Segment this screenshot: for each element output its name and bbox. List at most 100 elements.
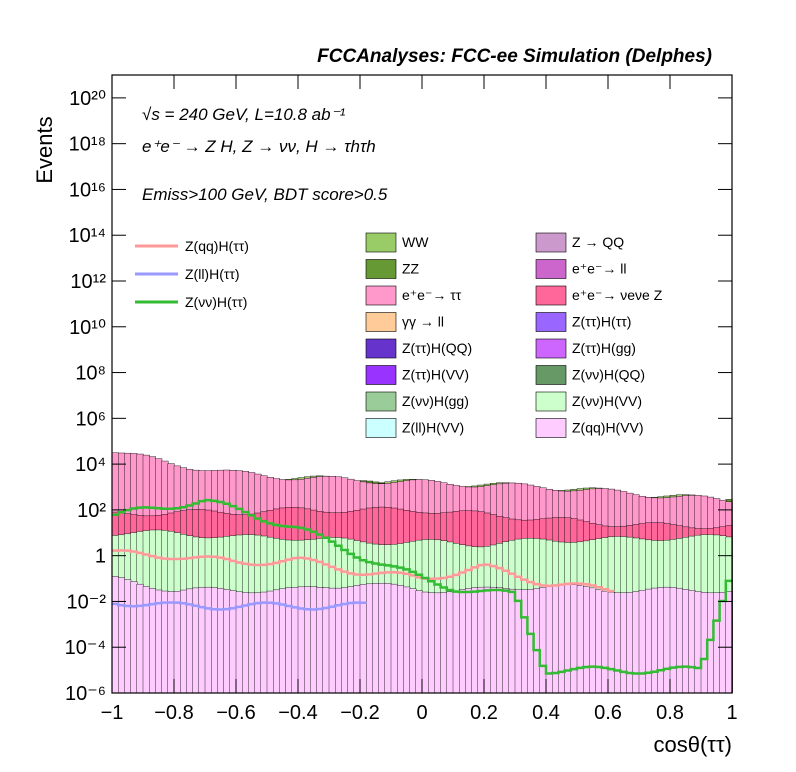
x-tick-label: 1 bbox=[726, 702, 737, 724]
bar bbox=[688, 590, 696, 694]
y-tick-label: 10¹⁶ bbox=[69, 179, 106, 201]
legend-label: Z(ττ)H(ττ) bbox=[572, 314, 631, 330]
bar bbox=[210, 587, 218, 694]
bar bbox=[409, 588, 417, 694]
bar bbox=[403, 586, 411, 694]
line-z-qq-h- bbox=[112, 549, 615, 593]
bar bbox=[669, 587, 677, 694]
legend-swatch bbox=[535, 259, 567, 279]
bar bbox=[589, 587, 597, 694]
y-tick-label: 10¹² bbox=[70, 271, 106, 293]
x-axis-label: cosθ(ττ) bbox=[653, 732, 732, 757]
bar bbox=[428, 592, 436, 694]
bar bbox=[155, 589, 163, 694]
bar bbox=[595, 589, 603, 694]
annotation-selection: Emiss>100 GeV, BDT score>0.5 bbox=[142, 185, 388, 204]
legend-label: Z(ττ)H(gg) bbox=[572, 340, 636, 356]
legend-label: Z(ττ)H(QQ) bbox=[402, 340, 472, 356]
legend-label: Z(νν)H(VV) bbox=[572, 393, 642, 409]
bar bbox=[297, 586, 305, 694]
legend-swatch bbox=[365, 365, 397, 385]
bar bbox=[204, 586, 212, 694]
legend-swatch bbox=[365, 338, 397, 359]
bar bbox=[645, 588, 653, 694]
legend-label: Z(νν)H(ττ) bbox=[185, 294, 247, 310]
y-tick-label: 10²⁰ bbox=[69, 88, 106, 110]
legend-label: Z(qq)H(VV) bbox=[572, 420, 644, 436]
bar bbox=[266, 590, 274, 694]
bar bbox=[130, 581, 138, 694]
legend-label: e⁺e⁻→ ll bbox=[572, 261, 626, 277]
bar bbox=[167, 591, 175, 694]
bar bbox=[111, 576, 119, 694]
legend-label: Z(νν)H(QQ) bbox=[572, 367, 645, 383]
bar bbox=[173, 591, 181, 694]
bar bbox=[601, 590, 609, 694]
bar bbox=[638, 590, 646, 694]
legend-label: e⁺e⁻→ νeνe Z bbox=[572, 287, 663, 303]
bar bbox=[502, 588, 510, 694]
bar bbox=[366, 583, 374, 694]
bar bbox=[620, 592, 628, 694]
x-tick-label: 0.4 bbox=[532, 702, 560, 724]
bar bbox=[328, 587, 336, 694]
x-tick-label: 0.8 bbox=[656, 702, 684, 724]
bar bbox=[496, 587, 504, 694]
bar bbox=[322, 587, 330, 694]
legend-label: WW bbox=[402, 234, 429, 250]
bar bbox=[564, 584, 572, 694]
bar bbox=[248, 592, 256, 694]
bar bbox=[676, 587, 684, 694]
bar bbox=[384, 583, 392, 694]
legend-swatch bbox=[535, 391, 567, 412]
bar bbox=[570, 584, 578, 694]
bar bbox=[198, 587, 206, 694]
bar bbox=[614, 592, 622, 694]
bar bbox=[124, 579, 132, 694]
bar bbox=[440, 592, 448, 694]
y-axis-label: Events bbox=[32, 116, 57, 183]
bar bbox=[552, 585, 560, 694]
legend-swatch bbox=[365, 391, 397, 412]
bar bbox=[694, 591, 702, 694]
bar bbox=[459, 589, 467, 694]
bar bbox=[508, 588, 516, 694]
bar bbox=[372, 583, 380, 694]
legend-label: ZZ bbox=[402, 261, 420, 277]
legend-backgrounds: WW Z → QQ ZZ e⁺e⁻→ ll e⁺e⁻→ ττ e⁺e⁻→ νeνe Z γγ… bbox=[365, 232, 663, 438]
x-tick-label: 0.6 bbox=[594, 702, 622, 724]
y-tick-label: 10⁸ bbox=[75, 363, 106, 385]
legend-label: Z(νν)H(gg) bbox=[402, 393, 469, 409]
legend-swatch bbox=[365, 232, 397, 253]
series-z-qq-h-vv- bbox=[111, 576, 733, 694]
chart-title: FCCAnalyses: FCC-ee Simulation (Delphes) bbox=[317, 46, 712, 67]
x-tick-label: −0.6 bbox=[216, 702, 255, 724]
legend-swatch bbox=[535, 285, 567, 306]
legend-label: e⁺e⁻→ ττ bbox=[402, 287, 462, 303]
bar bbox=[291, 587, 299, 694]
bar bbox=[446, 591, 454, 694]
x-tick-label: 0 bbox=[416, 702, 427, 724]
bar bbox=[477, 586, 485, 694]
bar bbox=[576, 585, 584, 694]
y-tick-label: 10⁻² bbox=[67, 591, 107, 613]
bar bbox=[471, 587, 479, 694]
x-tick-label: −0.2 bbox=[340, 702, 379, 724]
bar bbox=[626, 592, 634, 694]
legend-swatch bbox=[535, 418, 567, 438]
bar bbox=[161, 590, 169, 694]
y-tick-label: 10⁶ bbox=[76, 408, 106, 430]
bar bbox=[397, 585, 405, 694]
legend-label: Z(ll)H(ττ) bbox=[185, 266, 240, 282]
bar bbox=[663, 586, 671, 694]
bar bbox=[223, 589, 231, 694]
bar bbox=[632, 591, 640, 694]
bar bbox=[415, 590, 423, 694]
y-tick-label: 10¹⁸ bbox=[69, 134, 106, 156]
bar bbox=[545, 585, 553, 694]
legend-label: Z(ττ)H(VV) bbox=[402, 367, 469, 383]
bar bbox=[490, 586, 498, 694]
bar bbox=[421, 591, 429, 694]
